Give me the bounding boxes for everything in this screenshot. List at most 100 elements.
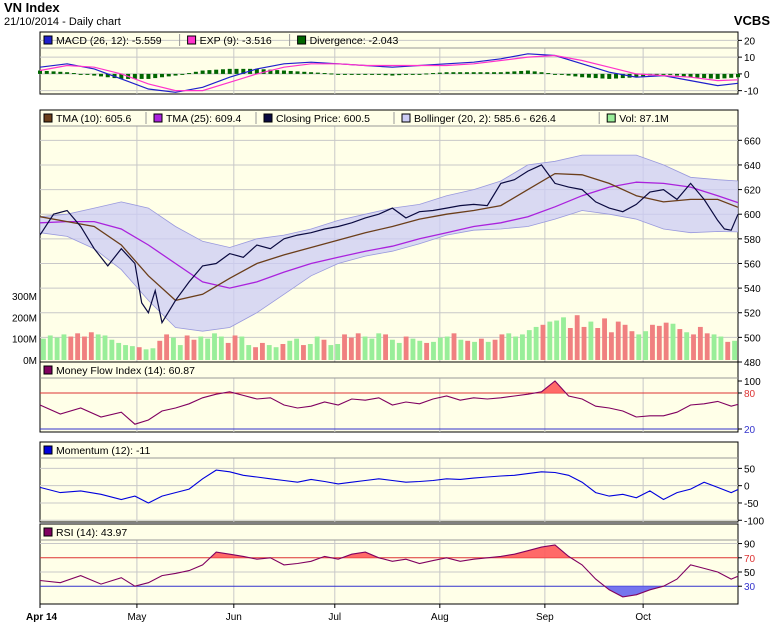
volume-bar bbox=[567, 328, 573, 360]
macd-divergence-bar bbox=[675, 73, 680, 76]
volume-bar bbox=[677, 329, 683, 360]
x-axis-label-6: Oct bbox=[635, 612, 651, 623]
volume-bar bbox=[520, 334, 525, 360]
rsi-tick-label-2: 50 bbox=[744, 568, 756, 579]
macd-legend-label-1: EXP (9): -3.516 bbox=[200, 35, 272, 47]
volume-bar bbox=[574, 315, 580, 360]
macd-divergence-bar bbox=[180, 73, 185, 75]
volume-bar bbox=[697, 326, 703, 360]
volume-bar bbox=[732, 340, 737, 360]
macd-divergence-bar bbox=[573, 73, 578, 77]
macd-legend-label-0: MACD (26, 12): -5.559 bbox=[56, 35, 162, 47]
macd-divergence-bar bbox=[85, 73, 90, 75]
volume-bar bbox=[225, 342, 231, 360]
momentum-panel-frame bbox=[39, 441, 739, 523]
macd-divergence-bar bbox=[424, 73, 429, 75]
volume-bar bbox=[424, 342, 430, 360]
macd-divergence-bar bbox=[65, 72, 70, 74]
macd-divergence-bar bbox=[295, 71, 300, 74]
price-legend-swatch-3 bbox=[401, 113, 411, 123]
macd-divergence-bar bbox=[234, 68, 239, 74]
macd-divergence-bar bbox=[600, 73, 605, 79]
rsi-tick-label-3: 30 bbox=[744, 582, 756, 593]
volume-bar bbox=[561, 317, 566, 360]
macd-divergence-bar bbox=[376, 73, 381, 75]
volume-bar bbox=[725, 341, 731, 360]
volume-tick-label-0: 300M bbox=[12, 292, 37, 303]
macd-divergence-bar bbox=[71, 73, 76, 75]
volume-bar bbox=[54, 337, 60, 360]
macd-divergence-bar bbox=[200, 70, 205, 74]
volume-bar bbox=[472, 341, 477, 360]
volume-bar bbox=[554, 320, 560, 360]
macd-legend-swatch-1 bbox=[187, 35, 197, 45]
volume-bar bbox=[287, 340, 293, 360]
volume-bar bbox=[157, 340, 163, 360]
macd-divergence-bar bbox=[383, 73, 388, 76]
macd-divergence-bar bbox=[193, 71, 198, 74]
volume-bar bbox=[362, 336, 368, 360]
macd-divergence-bar bbox=[492, 72, 497, 74]
macd-divergence-bar bbox=[44, 70, 49, 74]
x-axis-label-5: Sep bbox=[536, 612, 554, 623]
macd-divergence-bar bbox=[620, 73, 625, 79]
volume-bar bbox=[177, 345, 183, 360]
macd-divergence-bar bbox=[478, 72, 483, 74]
volume-bar bbox=[506, 333, 512, 360]
volume-bar bbox=[588, 321, 594, 360]
macd-divergence-bar bbox=[173, 73, 178, 76]
volume-bar bbox=[437, 337, 443, 360]
macd-divergence-bar bbox=[51, 71, 56, 74]
close-price-line bbox=[39, 164, 739, 325]
macd-tick-label-0: 20 bbox=[744, 36, 756, 47]
macd-divergence-bar bbox=[363, 73, 368, 75]
volume-bar bbox=[184, 335, 190, 360]
macd-divergence-bar bbox=[559, 73, 564, 75]
macd-divergence-bar bbox=[315, 72, 320, 74]
volume-bar bbox=[348, 337, 354, 360]
volume-bar bbox=[342, 334, 347, 360]
price-legend-swatch-4 bbox=[606, 113, 616, 123]
volume-bar bbox=[383, 334, 388, 360]
volume-bar bbox=[390, 339, 395, 360]
macd-divergence-bar bbox=[654, 73, 659, 75]
mfi-line bbox=[39, 380, 739, 425]
macd-divergence-bar bbox=[444, 72, 449, 74]
volume-bar bbox=[212, 333, 217, 360]
macd-divergence-bar bbox=[729, 73, 734, 78]
volume-bar bbox=[615, 321, 621, 360]
volume-bar bbox=[704, 333, 710, 360]
macd-divergence-bar bbox=[92, 73, 97, 76]
macd-divergence-bar bbox=[349, 73, 354, 75]
macd-divergence-bar bbox=[566, 73, 571, 76]
macd-divergence-bar bbox=[207, 70, 212, 74]
macd-divergence-bar bbox=[546, 73, 551, 75]
volume-bar bbox=[198, 336, 204, 360]
price-tick-label-5: 560 bbox=[744, 259, 761, 270]
macd-divergence-bar bbox=[322, 73, 327, 75]
volume-tick-label-1: 200M bbox=[12, 313, 37, 324]
macd-divergence-bar bbox=[417, 73, 422, 75]
volume-bar bbox=[150, 348, 156, 360]
macd-divergence-bar bbox=[512, 71, 517, 74]
mfi-tick-label-0: 100 bbox=[744, 377, 761, 388]
macd-tick-label-2: 0 bbox=[744, 70, 750, 81]
macd-divergence-bar bbox=[288, 70, 293, 74]
macd-divergence-bar bbox=[342, 73, 347, 75]
volume-bar bbox=[492, 339, 498, 360]
volume-tick-label-2: 100M bbox=[12, 335, 37, 346]
macd-divergence-bar bbox=[268, 69, 273, 74]
price-tick-label-9: 480 bbox=[744, 358, 761, 369]
volume-bar bbox=[335, 344, 341, 360]
macd-divergence-bar bbox=[553, 73, 558, 75]
volume-bar bbox=[253, 347, 258, 360]
volume-bar bbox=[595, 328, 601, 360]
volume-bar bbox=[540, 324, 546, 360]
macd-divergence-bar bbox=[397, 73, 402, 76]
macd-divergence-bar bbox=[451, 72, 456, 74]
price-tick-label-7: 520 bbox=[744, 309, 761, 320]
tma25-line bbox=[39, 181, 739, 289]
volume-bar bbox=[663, 322, 669, 360]
